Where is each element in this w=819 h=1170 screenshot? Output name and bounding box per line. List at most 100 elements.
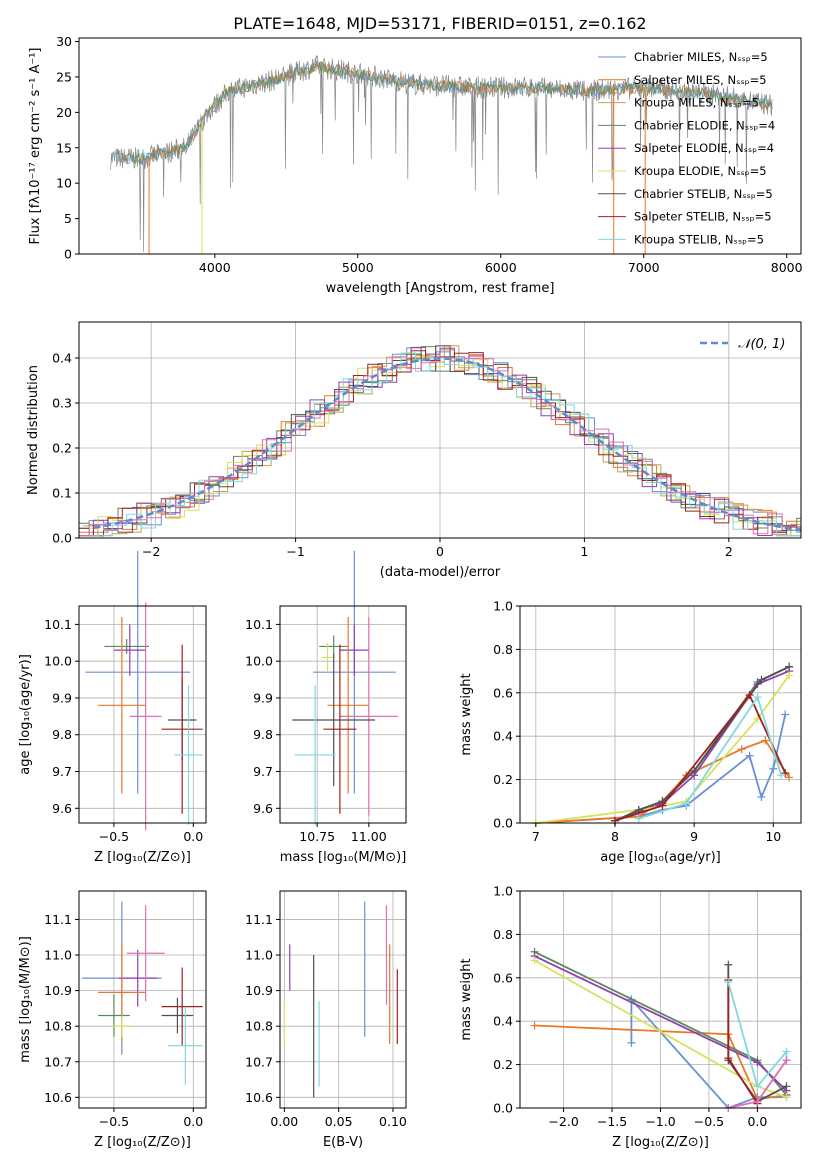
x-tick-label: 10 (765, 829, 781, 844)
point-marker (724, 1054, 733, 1063)
histogram-series (79, 356, 801, 537)
y-axis-label: Normed distribution (26, 365, 41, 495)
x-tick-label: 10.75 (299, 829, 335, 844)
y-tick-label: 10.9 (44, 983, 72, 998)
point-marker (782, 1047, 791, 1056)
point-marker (785, 662, 794, 671)
y-tick-label: 0.8 (493, 642, 513, 657)
mass-weight-series (614, 693, 787, 822)
x-axis-label: age [log₁₀(age/yr)] (600, 850, 721, 865)
x-axis-label: (data-model)/error (380, 565, 501, 580)
y-tick-label: 0.4 (493, 1014, 513, 1029)
x-tick-label: −1.5 (597, 1114, 627, 1129)
point-marker (737, 745, 746, 754)
y-tick-label: 15 (56, 140, 72, 155)
x-tick-label: 0.0 (747, 1114, 767, 1129)
mass-weight-lines (530, 947, 791, 1112)
x-tick-label: 0.0 (183, 1114, 203, 1129)
normal-curve (93, 357, 802, 532)
y-tick-label: 10.1 (245, 617, 273, 632)
y-tick-label: 0.4 (52, 351, 72, 366)
mass-weight-series (614, 665, 790, 822)
point-marker (682, 799, 691, 808)
mass-weight-lines (531, 662, 794, 827)
point-marker (785, 671, 794, 680)
axes-frame (279, 605, 407, 824)
point-marker (530, 1021, 539, 1030)
x-tick-label: 7000 (628, 260, 660, 275)
y-tick-label: 10.1 (44, 617, 72, 632)
legend-entry: Kroupa ELODIE, Nₛₛₚ=5 (634, 164, 767, 178)
mass-weight-series (535, 714, 787, 824)
legend-entry: Salpeter MILES, Nₛₛₚ=5 (634, 73, 767, 87)
y-tick-label: 0.3 (52, 396, 72, 411)
y-tick-label: 0.1 (52, 486, 72, 501)
legend-entry: 𝒩(0, 1) (738, 337, 785, 352)
x-tick-label: 6000 (485, 260, 517, 275)
x-tick-label: −1.0 (645, 1114, 675, 1129)
histogram-series (79, 345, 801, 537)
x-tick-label: 5000 (342, 260, 374, 275)
point-marker (530, 956, 539, 965)
mass-weight-series (638, 695, 783, 820)
y-tick-label: 9.6 (52, 801, 72, 816)
y-tick-label: 11.1 (44, 912, 72, 927)
y-tick-label: 10.8 (245, 1019, 273, 1034)
point-marker (627, 1038, 636, 1047)
y-tick-label: 10.0 (245, 654, 273, 669)
y-tick-label: 1.0 (493, 884, 513, 899)
x-tick-label: −0.5 (99, 1114, 129, 1129)
spectrum-lines (110, 54, 773, 254)
x-tick-label: 0.0 (183, 829, 203, 844)
y-tick-label: 5 (64, 211, 72, 226)
x-tick-label: 4000 (199, 260, 231, 275)
y-tick-label: 10.8 (44, 1019, 72, 1034)
spectrum-model-line (121, 61, 773, 165)
point-marker (782, 1056, 791, 1065)
y-tick-label: 0.6 (493, 685, 513, 700)
x-axis-label: wavelength [Angstrom, rest frame] (326, 281, 555, 296)
histogram-series (83, 345, 801, 537)
x-axis-label: Z [log₁₀(Z/Z⊙)] (94, 850, 191, 865)
legend-entry: Chabrier ELODIE, Nₛₛₚ=4 (634, 118, 775, 132)
y-axis-label: Flux [fλ10⁻¹⁷ erg cm⁻² s⁻¹ A⁻¹] (28, 48, 43, 245)
point-marker (724, 978, 733, 987)
y-tick-label: 9.7 (253, 764, 273, 779)
legend-entry: Salpeter ELODIE, Nₛₛₚ=4 (634, 141, 774, 155)
x-axis-label: Z [log₁₀(Z/Z⊙)] (612, 1135, 709, 1150)
x-tick-label: −1 (286, 544, 304, 559)
mass-weight-series (727, 981, 788, 1089)
y-tick-label: 1.0 (493, 599, 513, 614)
legend-entry: Chabrier STELIB, Nₛₛₚ=5 (634, 187, 773, 201)
mass-weight-series (614, 670, 790, 822)
y-tick-label: 10.0 (44, 654, 72, 669)
y-tick-label: 0.0 (493, 1101, 513, 1116)
y-tick-label: 9.9 (52, 690, 72, 705)
y-tick-label: 30 (56, 34, 72, 49)
errorbars (85, 550, 203, 831)
legend-entry: Kroupa MILES, Nₛₛₚ=5 (634, 96, 759, 110)
y-tick-label: 0.8 (493, 927, 513, 942)
errorbars (283, 901, 398, 1098)
y-tick-label: 0.0 (52, 531, 72, 546)
errorbars (292, 550, 398, 825)
point-marker (724, 960, 733, 969)
axes-frame (279, 890, 407, 1109)
x-tick-label: −0.5 (694, 1114, 724, 1129)
y-tick-label: 0.2 (52, 441, 72, 456)
x-axis-label: mass [log₁₀(M/M⊙)] (280, 850, 407, 865)
point-marker (781, 710, 790, 719)
y-tick-label: 20 (56, 105, 72, 120)
point-marker (782, 1082, 791, 1091)
point-marker (769, 764, 778, 773)
axes-frame (519, 605, 802, 824)
y-tick-label: 10.9 (245, 983, 273, 998)
point-marker (658, 801, 667, 810)
y-tick-label: 9.9 (253, 690, 273, 705)
x-axis-label: Z [log₁₀(Z/Z⊙)] (94, 1135, 191, 1150)
axes-frame (78, 890, 207, 1109)
x-tick-label: 8000 (771, 260, 803, 275)
y-tick-label: 0.6 (493, 970, 513, 985)
point-marker (753, 1058, 762, 1067)
x-axis-label: E(B-V) (323, 1135, 363, 1150)
